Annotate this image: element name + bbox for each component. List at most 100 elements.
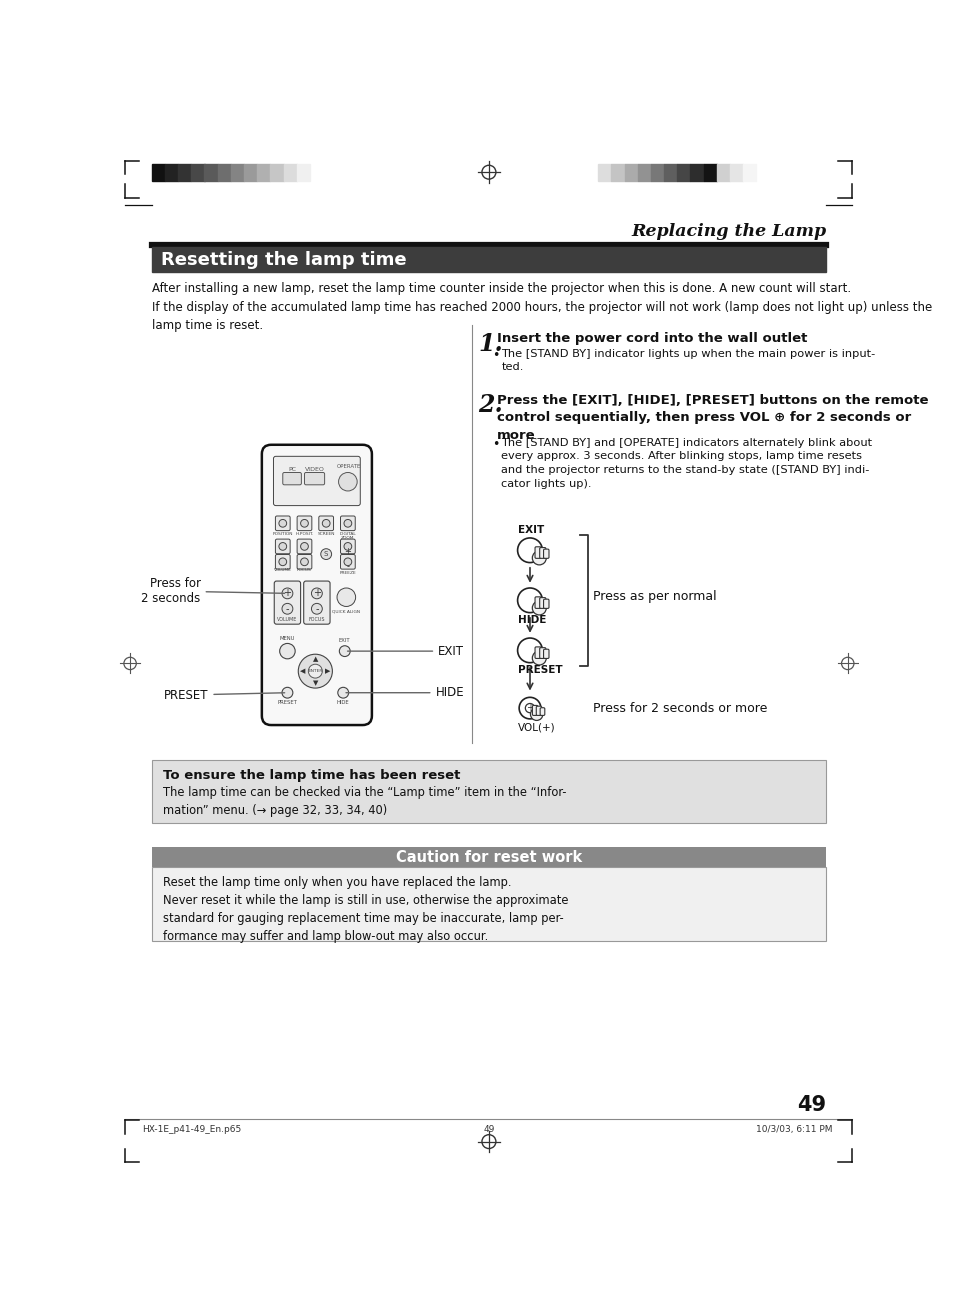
Bar <box>165 164 178 181</box>
Bar <box>192 164 204 181</box>
Text: H-POSIT.: H-POSIT. <box>295 532 314 536</box>
Text: Replacing the Lamp: Replacing the Lamp <box>630 223 825 240</box>
FancyBboxPatch shape <box>539 708 544 716</box>
Text: Press for
2 seconds: Press for 2 seconds <box>141 578 284 605</box>
Text: +: + <box>525 702 534 713</box>
Bar <box>152 847 825 867</box>
Text: The lamp time can be checked via the “Lamp time” item in the “Infor-
mation” men: The lamp time can be checked via the “La… <box>162 786 565 817</box>
FancyBboxPatch shape <box>296 554 312 569</box>
Bar <box>690 164 703 181</box>
Text: +: + <box>283 588 291 599</box>
Bar <box>231 164 244 181</box>
Text: After installing a new lamp, reset the lamp time counter inside the projector wh: After installing a new lamp, reset the l… <box>152 282 931 332</box>
Circle shape <box>532 651 546 664</box>
Bar <box>729 164 742 181</box>
Text: +: + <box>344 546 351 555</box>
FancyBboxPatch shape <box>261 445 372 725</box>
Text: VIDEO: VIDEO <box>305 467 325 471</box>
Text: HIDE: HIDE <box>336 700 349 705</box>
Circle shape <box>337 687 348 699</box>
Circle shape <box>338 473 356 491</box>
Text: FREEZE: FREEZE <box>339 571 355 575</box>
FancyBboxPatch shape <box>296 516 312 530</box>
Bar <box>152 867 825 940</box>
Circle shape <box>300 520 308 527</box>
FancyBboxPatch shape <box>539 597 545 608</box>
Text: Caution for reset work: Caution for reset work <box>395 850 581 865</box>
Circle shape <box>278 542 286 550</box>
Circle shape <box>298 654 332 688</box>
FancyBboxPatch shape <box>543 599 548 608</box>
Text: To ensure the lamp time has been reset: To ensure the lamp time has been reset <box>162 769 459 783</box>
Circle shape <box>344 520 352 527</box>
Text: VOLUME: VOLUME <box>277 617 297 622</box>
FancyBboxPatch shape <box>535 546 540 558</box>
FancyBboxPatch shape <box>282 473 301 484</box>
FancyBboxPatch shape <box>543 649 548 658</box>
Text: POSITION: POSITION <box>273 532 293 536</box>
Bar <box>650 164 663 181</box>
Bar <box>204 164 217 181</box>
Text: PC: PC <box>288 467 295 471</box>
Text: 2.: 2. <box>477 393 502 418</box>
Text: 1.: 1. <box>477 332 502 356</box>
Text: EXIT: EXIT <box>347 645 464 658</box>
Circle shape <box>532 601 546 614</box>
Text: +: + <box>313 588 320 599</box>
Text: 49: 49 <box>796 1095 825 1116</box>
Circle shape <box>339 646 350 656</box>
FancyBboxPatch shape <box>275 516 290 530</box>
Text: S: S <box>324 551 328 557</box>
Bar <box>716 164 729 181</box>
Circle shape <box>300 542 308 550</box>
Bar <box>296 164 310 181</box>
Circle shape <box>532 551 546 565</box>
Bar <box>677 164 690 181</box>
Text: Resetting the lamp time: Resetting the lamp time <box>161 251 406 269</box>
FancyBboxPatch shape <box>543 549 548 558</box>
FancyBboxPatch shape <box>535 647 540 658</box>
Text: Press as per normal: Press as per normal <box>592 590 716 603</box>
Bar <box>257 164 270 181</box>
FancyBboxPatch shape <box>318 516 334 530</box>
Bar <box>217 164 231 181</box>
Text: PRESET: PRESET <box>277 700 297 705</box>
Text: DIGITAL
ZOOM: DIGITAL ZOOM <box>339 532 355 541</box>
FancyBboxPatch shape <box>539 647 545 658</box>
Bar <box>624 164 637 181</box>
Circle shape <box>336 588 355 607</box>
Text: •: • <box>492 437 498 450</box>
Text: EXIT: EXIT <box>338 638 350 642</box>
Bar <box>244 164 257 181</box>
Circle shape <box>525 704 534 713</box>
Bar <box>178 164 192 181</box>
FancyBboxPatch shape <box>535 597 540 608</box>
FancyBboxPatch shape <box>532 705 537 716</box>
Bar <box>598 164 611 181</box>
Circle shape <box>311 588 322 599</box>
Text: ▼: ▼ <box>313 680 317 687</box>
Circle shape <box>322 520 330 527</box>
Text: PRESET: PRESET <box>164 688 284 701</box>
Circle shape <box>278 520 286 527</box>
Text: FOCUS: FOCUS <box>309 617 325 622</box>
Bar <box>703 164 716 181</box>
Circle shape <box>530 708 542 721</box>
Text: OPERATE: OPERATE <box>336 463 361 469</box>
Bar <box>152 164 165 181</box>
FancyBboxPatch shape <box>304 473 324 484</box>
Text: Insert the power cord into the wall outlet: Insert the power cord into the wall outl… <box>497 332 806 345</box>
FancyBboxPatch shape <box>536 706 541 716</box>
Circle shape <box>278 558 286 566</box>
Text: ◀: ◀ <box>300 668 305 674</box>
Text: PRESET: PRESET <box>517 664 561 675</box>
Text: MENU: MENU <box>279 635 294 641</box>
Text: QUICK ALIGN: QUICK ALIGN <box>332 609 360 613</box>
Bar <box>283 164 296 181</box>
FancyBboxPatch shape <box>340 554 355 569</box>
Text: 10/3/03, 6:11 PM: 10/3/03, 6:11 PM <box>755 1125 831 1133</box>
Text: SCREEN: SCREEN <box>317 532 335 536</box>
FancyBboxPatch shape <box>539 548 545 558</box>
Circle shape <box>518 697 540 720</box>
Text: ▲: ▲ <box>313 655 317 662</box>
